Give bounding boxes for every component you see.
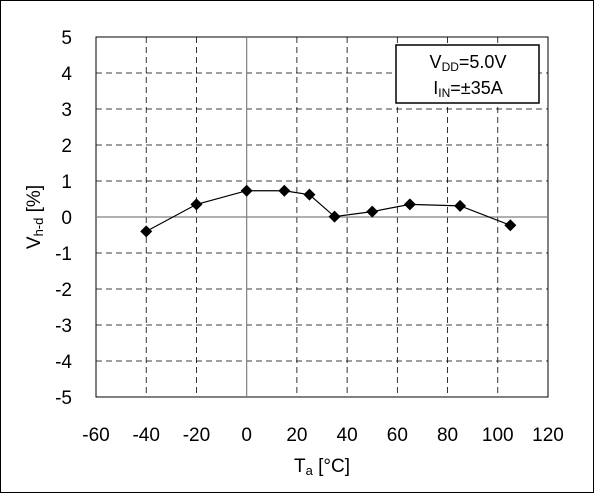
data-point <box>140 225 153 238</box>
data-point <box>403 198 416 211</box>
y-tick-label: -3 <box>55 316 72 337</box>
data-point <box>190 198 203 211</box>
data-point <box>366 205 379 218</box>
data-point <box>328 210 341 223</box>
x-tick-label: 20 <box>286 425 307 446</box>
y-tick-label: -1 <box>55 244 72 265</box>
data-point <box>278 184 291 197</box>
x-axis-label-sub: a <box>306 463 314 478</box>
legend-2-main: I <box>433 78 438 98</box>
y-axis-label-main: V <box>24 236 45 249</box>
x-tick-label: 80 <box>437 425 458 446</box>
y-tick-label: 5 <box>61 28 72 49</box>
legend-1-sub: DD <box>442 60 460 74</box>
y-tick-label: -2 <box>55 280 72 301</box>
y-axis-label-rest: [%] <box>24 185 45 218</box>
legend-box <box>395 44 540 104</box>
legend-1-main: V <box>430 52 442 72</box>
series-line <box>145 190 511 232</box>
y-tick-label: 3 <box>61 100 72 121</box>
data-point <box>240 184 253 197</box>
zero-lines <box>96 37 548 397</box>
series <box>140 184 517 238</box>
y-tick-label: -5 <box>55 388 72 409</box>
x-tick-label: -60 <box>82 425 109 446</box>
y-tick-label: 0 <box>61 208 72 229</box>
data-point <box>454 199 467 212</box>
legend-2-rest: =±35A <box>450 78 502 98</box>
x-axis-label-main: T <box>294 456 306 477</box>
legend-line-2: IIN=±35A <box>433 78 502 100</box>
y-tick-label: 1 <box>61 172 72 193</box>
y-axis-label: Vh-d [%] <box>24 185 46 249</box>
x-tick-label: 40 <box>337 425 358 446</box>
x-axis-label: Ta [°C] <box>294 456 350 478</box>
legend: VDD=5.0V IIN=±35A <box>395 44 540 104</box>
y-tick-label: -4 <box>55 352 72 373</box>
legend-1-rest: =5.0V <box>459 52 507 72</box>
y-tick-labels: 5 4 3 2 1 0 -1 -2 -3 -4 -5 <box>55 28 72 409</box>
y-tick-label: 2 <box>61 136 72 157</box>
x-tick-labels: -60 -40 -20 0 20 40 60 80 100 120 <box>82 425 564 446</box>
data-point <box>504 219 517 232</box>
data-point <box>303 188 316 201</box>
x-tick-label: -20 <box>183 425 210 446</box>
x-tick-label: 120 <box>532 425 564 446</box>
y-axis-label-sub: h-d <box>31 218 46 237</box>
y-tick-label: 4 <box>61 64 72 85</box>
legend-line-1: VDD=5.0V <box>430 52 507 74</box>
x-tick-label: 60 <box>387 425 408 446</box>
x-axis-label-rest: [°C] <box>313 456 350 477</box>
legend-2-sub: IN <box>438 86 450 100</box>
x-tick-label: 0 <box>241 425 252 446</box>
x-tick-label: -40 <box>132 425 159 446</box>
x-tick-label: 100 <box>482 425 514 446</box>
